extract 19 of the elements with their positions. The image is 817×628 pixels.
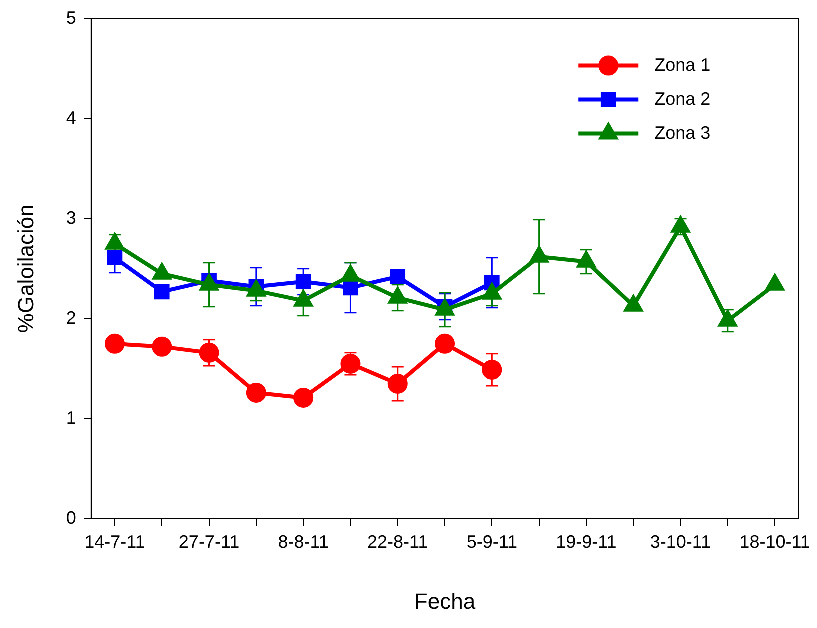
x-tick-label: 18-10-11 — [740, 532, 810, 552]
y-tick-label: 0 — [66, 508, 76, 528]
legend-label: Zona 2 — [654, 88, 711, 109]
x-tick-label: 19-9-11 — [556, 532, 617, 552]
x-tick-label: 22-8-11 — [368, 532, 428, 552]
legend-label: Zona 3 — [654, 122, 711, 143]
legend-label: Zona 1 — [654, 54, 711, 75]
y-tick-label: 1 — [66, 408, 76, 428]
x-tick-label: 8-8-11 — [278, 532, 329, 552]
y-tick-label: 4 — [66, 108, 76, 128]
y-tick-label: 2 — [66, 308, 76, 328]
x-tick-label: 3-10-11 — [650, 532, 712, 552]
y-axis-title: %Galoilación — [13, 204, 38, 334]
x-tick-label: 14-7-11 — [84, 532, 146, 552]
x-tick-label: 27-7-11 — [178, 532, 240, 552]
x-tick-label: 5-9-11 — [466, 532, 518, 552]
x-axis-title: Fecha — [414, 588, 476, 614]
y-tick-label: 5 — [66, 8, 76, 28]
y-tick-label: 3 — [66, 208, 76, 228]
